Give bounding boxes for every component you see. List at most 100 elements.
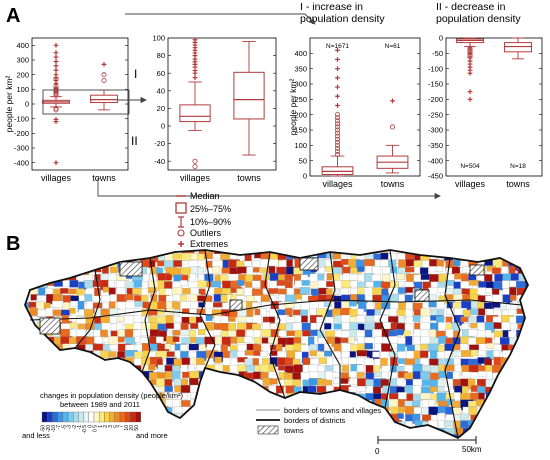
map-region: [197, 406, 206, 414]
connector-arrows: [42, 13, 441, 200]
map-region: [86, 371, 98, 379]
map-region: [36, 337, 45, 346]
map-region: [190, 442, 201, 450]
iqr-box: [504, 42, 532, 53]
map-region: [60, 371, 73, 381]
map-region: [429, 250, 437, 253]
map-region: [68, 435, 82, 438]
map-region: [325, 330, 336, 338]
map-region: [222, 400, 233, 409]
map-region: [533, 386, 541, 392]
map-region: [396, 378, 404, 386]
map-region: [412, 315, 421, 322]
y-tick-label: 0: [303, 172, 307, 181]
box-chart-zoom: -40 -20 0 20 40 60 80 100 villages towns: [152, 34, 277, 183]
map-region: [534, 379, 543, 386]
map-region: [62, 351, 73, 361]
map-region: [140, 329, 152, 336]
map-region: [140, 413, 154, 422]
map-region: [30, 413, 42, 420]
map-region: [340, 378, 349, 384]
plot-frame: [309, 37, 421, 177]
outlier-point: [101, 72, 107, 78]
map-region: [118, 365, 130, 374]
map-region: [308, 435, 320, 438]
map-region: [398, 428, 406, 438]
map-region: [518, 343, 527, 350]
map-region: [516, 406, 527, 417]
map-region: [203, 378, 213, 388]
map-region: [476, 315, 485, 323]
map-region: [124, 364, 135, 374]
map-region: [420, 308, 430, 318]
map-region: [309, 308, 317, 316]
extreme-point: [467, 50, 473, 56]
map-region: [38, 266, 46, 277]
map-region: [524, 372, 528, 383]
map-region: [485, 329, 492, 338]
colorbar-cell: [125, 411, 131, 423]
map-region: [214, 392, 224, 402]
map-region: [230, 378, 242, 390]
map-region: [76, 378, 85, 388]
map-region: [535, 401, 546, 410]
map-region: [25, 379, 32, 386]
map-region: [533, 372, 541, 379]
map-region: [254, 336, 261, 344]
map-region: [23, 442, 31, 450]
box-villages: [321, 47, 354, 177]
map-region: [116, 252, 128, 259]
map-region: [108, 252, 116, 259]
map-region: [25, 385, 29, 396]
map-region: [141, 399, 151, 408]
map-region: [157, 414, 168, 420]
map-region: [478, 308, 486, 316]
map-region: [198, 385, 212, 391]
colorbar-cells: [41, 411, 141, 423]
map-region: [190, 435, 200, 438]
map-region: [500, 427, 512, 434]
map-region: [349, 413, 358, 424]
map-region: [396, 273, 405, 281]
map-region: [38, 259, 51, 270]
map-region: [44, 266, 55, 277]
map-region: [116, 316, 124, 322]
map-region: [501, 250, 509, 254]
map-region: [535, 280, 542, 286]
map-region: [388, 428, 396, 436]
map-region: [494, 393, 504, 400]
map-region: [310, 329, 319, 337]
map-legend: borders of towns and villages borders of…: [256, 406, 381, 435]
map-region: [252, 267, 260, 273]
map-region: [181, 435, 192, 438]
map-region: [68, 250, 82, 255]
x-category-label: towns: [237, 173, 261, 183]
y-tick-label: -200: [14, 129, 29, 138]
map-region: [509, 413, 523, 420]
map-region: [508, 427, 518, 434]
colorbar-tick-label: -3: [67, 425, 73, 430]
plot-frame: [167, 37, 277, 171]
map-region: [316, 434, 325, 438]
y-tick-label: 400: [294, 49, 307, 58]
map-region: [25, 265, 29, 274]
map-region: [140, 420, 148, 430]
map-region: [228, 400, 238, 409]
map-region: [332, 372, 341, 378]
map-region: [525, 379, 528, 390]
box-chart-all: -400 -300 -200 -100 0 100 200 300 400 people per …: [4, 37, 129, 183]
map-region: [69, 280, 79, 288]
map-region: [243, 260, 252, 267]
map-region: [205, 442, 217, 451]
map-region: [502, 443, 513, 450]
map-region: [198, 434, 212, 438]
map-region: [35, 372, 43, 381]
map-region: [525, 250, 528, 257]
box-chart-decrease: -450 -400 -350 -300 -250 -200 -150 -100 -50 0 II -…: [428, 1, 543, 189]
map-region: [524, 323, 528, 334]
map-region: [318, 357, 327, 364]
y-tick-label: 50: [299, 156, 307, 165]
colorbar-cell: [88, 411, 95, 423]
map-region: [493, 350, 500, 358]
map-region: [46, 250, 54, 254]
